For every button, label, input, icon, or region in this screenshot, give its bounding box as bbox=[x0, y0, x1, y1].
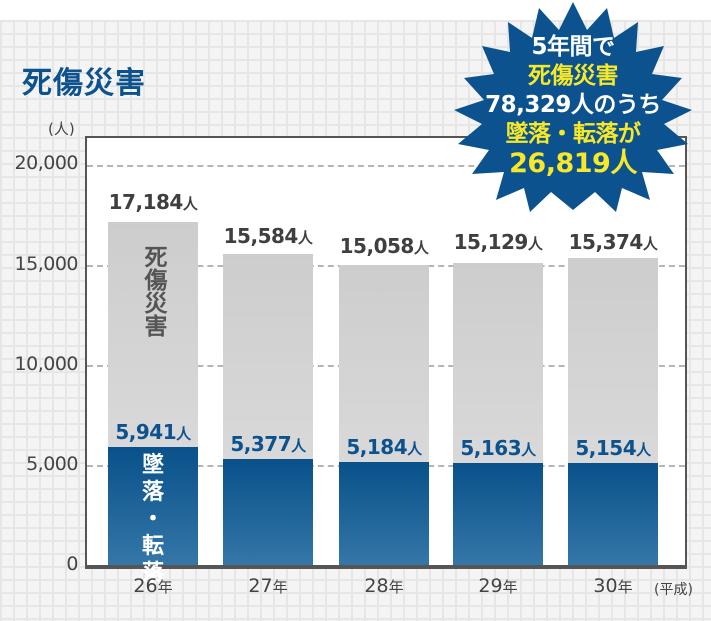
fall-label-26: 5,941人 bbox=[115, 420, 191, 444]
badge-text: 5年間で 死傷災害 78,329人のうち 墜落・転落が 26,819人 bbox=[452, 33, 694, 178]
starburst-badge-icon bbox=[454, 2, 692, 212]
fall-label-28: 5,184人 bbox=[346, 435, 422, 459]
gridline-20000 bbox=[87, 165, 685, 167]
x-tick-26: 26年 bbox=[133, 575, 173, 597]
badge-line-3: 78,329人のうち bbox=[485, 92, 661, 118]
fall-label-30: 5,154人 bbox=[575, 436, 651, 460]
inline-label-falls: 墜 落 ・ 転 落 bbox=[141, 453, 164, 586]
y-tick-10000: 10,000 bbox=[14, 353, 79, 375]
y-tick-15000: 15,000 bbox=[14, 253, 79, 275]
chart-title: 死傷災害 bbox=[22, 66, 146, 101]
y-tick-5000: 5,000 bbox=[26, 453, 78, 475]
x-tick-27: 27年 bbox=[248, 575, 288, 597]
bar-fall-26 bbox=[108, 447, 198, 566]
total-label-26: 17,184人 bbox=[108, 190, 198, 214]
badge-line-1: 5年間で bbox=[531, 34, 615, 60]
badge-line-4: 墜落・転落が bbox=[505, 121, 642, 147]
y-tick-0: 0 bbox=[66, 553, 78, 575]
fall-label-27: 5,377人 bbox=[230, 432, 306, 456]
total-label-29: 15,129人 bbox=[453, 230, 543, 254]
badge-line-5: 26,819人 bbox=[509, 148, 637, 179]
inline-label-casualties: 死傷災害 bbox=[140, 245, 166, 337]
era-label: (平成) bbox=[654, 582, 693, 598]
bar-fall-30 bbox=[568, 463, 658, 566]
bar-fall-28 bbox=[339, 462, 429, 566]
bar-fall-29 bbox=[453, 463, 543, 566]
total-label-27: 15,584人 bbox=[223, 224, 313, 248]
x-tick-30: 30年 bbox=[593, 575, 633, 597]
y-axis-unit: (人) bbox=[48, 120, 75, 138]
total-label-28: 15,058人 bbox=[339, 234, 429, 258]
badge-line-2: 死傷災害 bbox=[528, 63, 619, 89]
total-label-30: 15,374人 bbox=[568, 230, 658, 254]
x-tick-29: 29年 bbox=[478, 575, 518, 597]
bar-fall-27 bbox=[223, 459, 313, 566]
x-tick-28: 28年 bbox=[364, 575, 404, 597]
x-axis-line bbox=[85, 565, 687, 567]
y-tick-20000: 20,000 bbox=[14, 152, 79, 174]
fall-label-29: 5,163人 bbox=[460, 436, 536, 460]
